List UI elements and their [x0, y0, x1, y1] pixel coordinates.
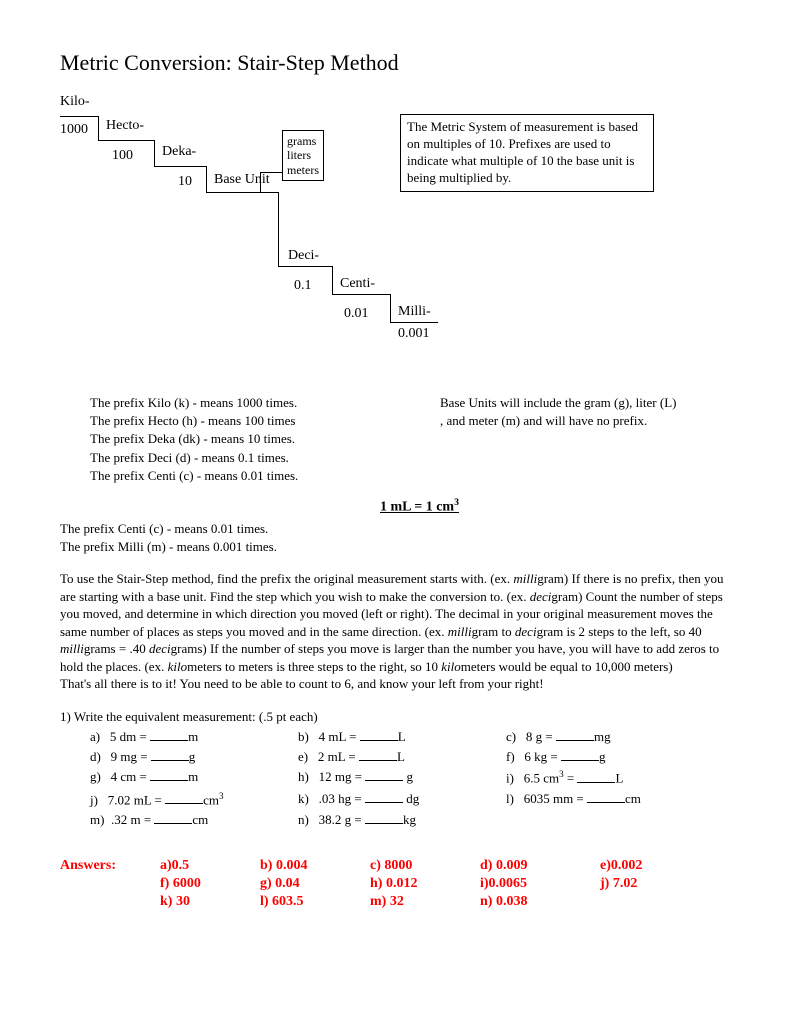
stair-diagram: Kilo- 1000 Hecto- 100 Deka- 10 Base Unit… [60, 94, 731, 384]
prefix-centi-2: The prefix Centi (c) - means 0.01 times. [60, 520, 731, 538]
problem-d: d) 9 mg = g [90, 747, 290, 767]
step-deka-label: Deka- [162, 144, 196, 160]
answer-a: a)0.5 [160, 858, 260, 874]
problem-a: a) 5 dm = m [90, 727, 290, 747]
prefix-centi-def: The prefix Centi (c) - means 0.01 times. [90, 467, 370, 485]
answer-h: h) 0.012 [370, 876, 480, 892]
problem-c: c) 8 g = mg [506, 727, 706, 747]
step-deci-value: 0.1 [294, 278, 312, 294]
problems-section: 1) Write the equivalent measurement: (.5… [60, 707, 731, 831]
answer-k: k) 30 [160, 894, 260, 910]
answer-f: f) 6000 [160, 876, 260, 892]
step-milli-label: Milli- [398, 304, 431, 320]
step-hecto-value: 100 [112, 148, 133, 164]
problem-f: f) 6 kg = g [506, 747, 706, 767]
step-deci-label: Deci- [288, 248, 319, 264]
problem-h: h) 12 mg = g [298, 767, 498, 788]
answer-g: g) 0.04 [260, 876, 370, 892]
problem-b: b) 4 mL = L [298, 727, 498, 747]
step-kilo-label: Kilo- [60, 94, 90, 110]
more-prefix: The prefix Centi (c) - means 0.01 times.… [60, 520, 731, 556]
instructions-p1: To use the Stair-Step method, find the p… [60, 570, 731, 675]
answer-l: l) 603.5 [260, 894, 370, 910]
answer-j: j) 7.02 [600, 876, 690, 892]
problem-g: g) 4 cm = m [90, 767, 290, 788]
answer-i: i)0.0065 [480, 876, 600, 892]
problem-i: i) 6.5 cm3 = L [506, 767, 706, 788]
instructions: To use the Stair-Step method, find the p… [60, 570, 731, 693]
problem-e: e) 2 mL = L [298, 747, 498, 767]
answer-m: m) 32 [370, 894, 480, 910]
problem-n: n) 38.2 g = kg [298, 810, 498, 830]
problem-header: 1) Write the equivalent measurement: (.5… [60, 707, 731, 727]
prefix-definitions: The prefix Kilo (k) - means 1000 times. … [60, 394, 731, 485]
problem-m: m) .32 m = cm [90, 810, 290, 830]
info-box: The Metric System of measurement is base… [400, 114, 654, 192]
prefix-milli: The prefix Milli (m) - means 0.001 times… [60, 538, 731, 556]
step-centi-label: Centi- [340, 276, 375, 292]
step-deka-value: 10 [178, 174, 192, 190]
answer-d: d) 0.009 [480, 858, 600, 874]
page-title: Metric Conversion: Stair-Step Method [60, 50, 731, 76]
answers-section: Answers: a)0.5 b) 0.004 c) 8000 d) 0.009… [60, 858, 731, 910]
step-kilo-value: 1000 [60, 122, 88, 138]
ml-cm-equation: 1 mL = 1 cm3 [380, 497, 731, 516]
answer-b: b) 0.004 [260, 858, 370, 874]
answer-n: n) 0.038 [480, 894, 600, 910]
answer-e: e)0.002 [600, 858, 690, 874]
prefix-deka: The prefix Deka (dk) - means 10 times. [90, 430, 370, 448]
step-base-label: Base Unit [214, 172, 270, 188]
prefix-deci: The prefix Deci (d) - means 0.1 times. [90, 449, 370, 467]
step-hecto-label: Hecto- [106, 118, 144, 134]
problem-j: j) 7.02 mL = cm3 [90, 789, 290, 810]
unit-liters: liters [287, 148, 319, 162]
answer-c: c) 8000 [370, 858, 480, 874]
prefix-hecto: The prefix Hecto (h) - means 100 times [90, 412, 370, 430]
instructions-p2: That's all there is to it! You need to b… [60, 675, 731, 693]
step-centi-value: 0.01 [344, 306, 369, 322]
base-units-note: Base Units will include the gram (g), li… [440, 394, 680, 485]
unit-meters: meters [287, 163, 319, 177]
base-units-box: grams liters meters [282, 130, 324, 181]
unit-grams: grams [287, 134, 319, 148]
answers-label: Answers: [60, 858, 160, 910]
problem-k: k) .03 hg = dg [298, 789, 498, 810]
problem-l: l) 6035 mm = cm [506, 789, 706, 810]
prefix-kilo: The prefix Kilo (k) - means 1000 times. [90, 394, 370, 412]
step-milli-value: 0.001 [398, 326, 430, 342]
